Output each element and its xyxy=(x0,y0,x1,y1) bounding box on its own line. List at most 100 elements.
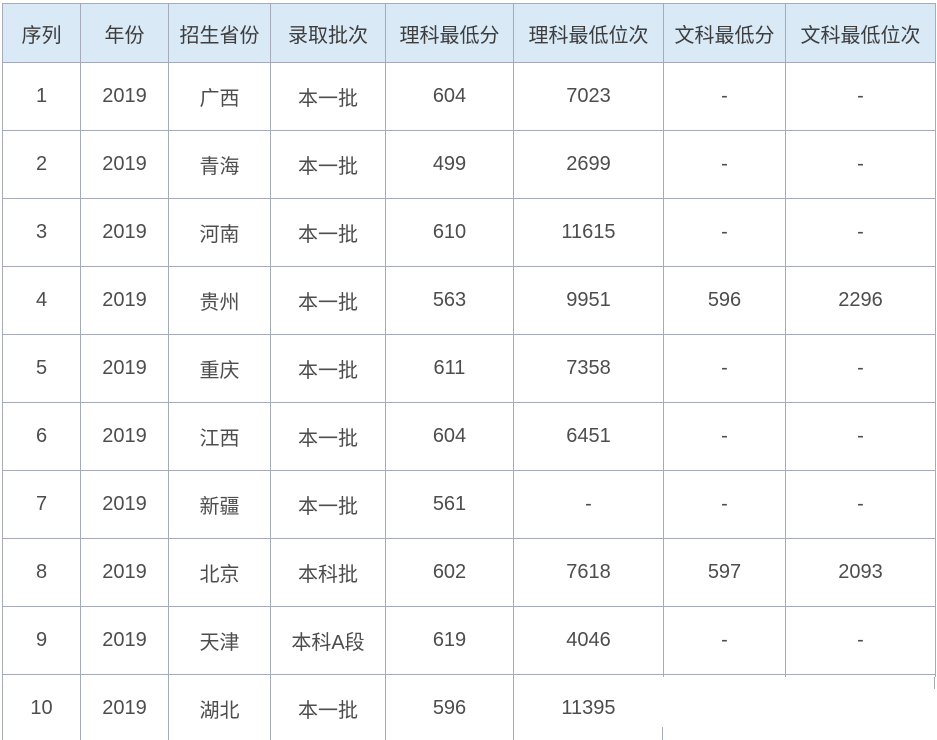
admission-score-table: 序列 年份 招生省份 录取批次 理科最低分 理科最低位次 文科最低分 文科最低位… xyxy=(2,3,936,740)
table-cell: 4 xyxy=(2,266,81,335)
table-cell: - xyxy=(785,606,936,675)
table-cell: 611 xyxy=(385,334,514,403)
table-cell: - xyxy=(663,130,786,199)
table-cell: 4046 xyxy=(513,606,664,675)
table-cell: 604 xyxy=(385,62,514,131)
table-cell: - xyxy=(785,334,936,403)
table-header: 序列 年份 招生省份 录取批次 理科最低分 理科最低位次 文科最低分 文科最低位… xyxy=(2,3,936,63)
table-cell: - xyxy=(785,62,936,131)
column-header-batch: 录取批次 xyxy=(270,3,386,63)
erased-corner-region xyxy=(662,677,937,740)
table-cell: - xyxy=(663,470,786,539)
table-row: 4 2019 贵州 本一批 563 9951 596 2296 xyxy=(2,266,936,335)
border-remnant xyxy=(662,727,663,740)
column-header-province: 招生省份 xyxy=(168,3,271,63)
table-cell: 3 xyxy=(2,198,81,267)
table-cell: 2019 xyxy=(80,674,169,740)
column-header-seq: 序列 xyxy=(2,3,81,63)
table-cell: 597 xyxy=(663,538,786,607)
table-cell: - xyxy=(663,334,786,403)
table-cell: - xyxy=(785,130,936,199)
table-cell: 10 xyxy=(2,674,81,740)
table-cell: 本科A段 xyxy=(270,606,386,675)
table-cell: 596 xyxy=(663,266,786,335)
table-row: 6 2019 江西 本一批 604 6451 - - xyxy=(2,402,936,471)
table-row: 5 2019 重庆 本一批 611 7358 - - xyxy=(2,334,936,403)
table-cell: 本一批 xyxy=(270,62,386,131)
table-row: 8 2019 北京 本科批 602 7618 597 2093 xyxy=(2,538,936,607)
header-row: 序列 年份 招生省份 录取批次 理科最低分 理科最低位次 文科最低分 文科最低位… xyxy=(2,3,936,63)
table-cell: 6 xyxy=(2,402,81,471)
table-cell: 本一批 xyxy=(270,674,386,740)
table-body: 1 2019 广西 本一批 604 7023 - - 2 2019 青海 本一批… xyxy=(2,62,936,740)
table-cell: 610 xyxy=(385,198,514,267)
table-cell: 2019 xyxy=(80,62,169,131)
table-cell: 本一批 xyxy=(270,470,386,539)
column-header-science-min-rank: 理科最低位次 xyxy=(513,3,664,63)
column-header-arts-min-score: 文科最低分 xyxy=(663,3,786,63)
table-cell: - xyxy=(663,402,786,471)
table-cell: 2019 xyxy=(80,470,169,539)
table-cell: 江西 xyxy=(168,402,271,471)
table-cell: 2019 xyxy=(80,402,169,471)
table-cell: - xyxy=(513,470,664,539)
table-cell: 499 xyxy=(385,130,514,199)
table-cell: 5 xyxy=(2,334,81,403)
table-cell: 563 xyxy=(385,266,514,335)
table-cell: 7358 xyxy=(513,334,664,403)
table-cell: 本一批 xyxy=(270,334,386,403)
table-cell: 2019 xyxy=(80,130,169,199)
table-row: 7 2019 新疆 本一批 561 - - - xyxy=(2,470,936,539)
table-cell: 596 xyxy=(385,674,514,740)
table-cell: - xyxy=(785,198,936,267)
table-cell: 青海 xyxy=(168,130,271,199)
table-cell: 2296 xyxy=(785,266,936,335)
table-cell: 7 xyxy=(2,470,81,539)
table-cell: 6451 xyxy=(513,402,664,471)
table-cell: 湖北 xyxy=(168,674,271,740)
table-cell: 本一批 xyxy=(270,402,386,471)
table-cell: 2019 xyxy=(80,266,169,335)
table-cell: 9951 xyxy=(513,266,664,335)
table-row: 3 2019 河南 本一批 610 11615 - - xyxy=(2,198,936,267)
table-cell: - xyxy=(785,470,936,539)
table-cell: 619 xyxy=(385,606,514,675)
table-cell: 本科批 xyxy=(270,538,386,607)
table-cell: 北京 xyxy=(168,538,271,607)
table-cell: 2019 xyxy=(80,538,169,607)
table-cell: 2019 xyxy=(80,606,169,675)
table-cell: 7023 xyxy=(513,62,664,131)
table-row: 2 2019 青海 本一批 499 2699 - - xyxy=(2,130,936,199)
table-cell: 11395 xyxy=(513,674,664,740)
table-cell: 贵州 xyxy=(168,266,271,335)
table-cell: 重庆 xyxy=(168,334,271,403)
border-remnant xyxy=(934,677,935,689)
table-cell: 新疆 xyxy=(168,470,271,539)
table-cell: 9 xyxy=(2,606,81,675)
table-cell: 11615 xyxy=(513,198,664,267)
table-cell: 2699 xyxy=(513,130,664,199)
table-cell: 河南 xyxy=(168,198,271,267)
column-header-arts-min-rank: 文科最低位次 xyxy=(785,3,936,63)
table-cell: 604 xyxy=(385,402,514,471)
table-cell: 本一批 xyxy=(270,198,386,267)
table-cell: 2093 xyxy=(785,538,936,607)
table-cell: - xyxy=(785,402,936,471)
table-cell: - xyxy=(663,198,786,267)
table-cell: 天津 xyxy=(168,606,271,675)
table-cell: 8 xyxy=(2,538,81,607)
table-cell: - xyxy=(663,606,786,675)
table-row: 9 2019 天津 本科A段 619 4046 - - xyxy=(2,606,936,675)
table-cell: 本一批 xyxy=(270,266,386,335)
table-cell: 2019 xyxy=(80,334,169,403)
table-cell: 1 xyxy=(2,62,81,131)
column-header-year: 年份 xyxy=(80,3,169,63)
table-cell: 602 xyxy=(385,538,514,607)
table-cell: 本一批 xyxy=(270,130,386,199)
table-cell: 广西 xyxy=(168,62,271,131)
table-cell: 7618 xyxy=(513,538,664,607)
table-cell: 2019 xyxy=(80,198,169,267)
table-cell: 2 xyxy=(2,130,81,199)
column-header-science-min-score: 理科最低分 xyxy=(385,3,514,63)
